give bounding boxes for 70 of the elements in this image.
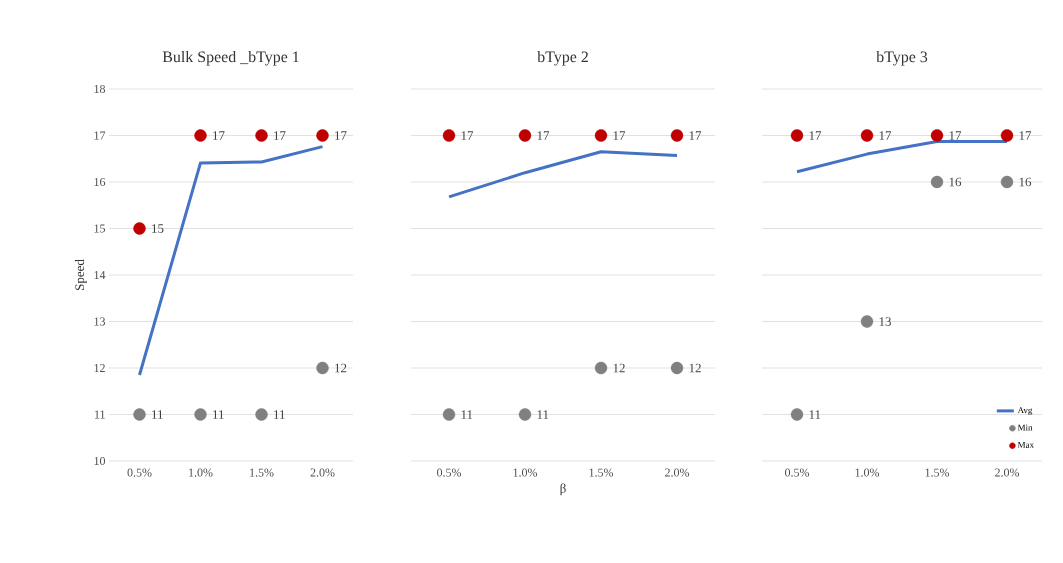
data-label: 17 <box>949 131 962 140</box>
y-tick-label: 10 <box>94 456 106 466</box>
y-tick-label: 16 <box>94 177 106 186</box>
point <box>790 129 804 142</box>
x-tick-label: 1.0% <box>513 468 538 477</box>
y-tick-label: 15 <box>94 224 106 233</box>
point <box>194 408 207 421</box>
data-label: 12 <box>335 363 347 373</box>
x-tick-label: 0.5% <box>437 468 462 477</box>
data-label: 11 <box>213 410 224 419</box>
data-label: 15 <box>152 224 164 233</box>
data-label: 17 <box>879 131 892 140</box>
chart-title: bType 2 <box>537 50 588 66</box>
x-axis-title: β <box>560 483 566 496</box>
point <box>255 408 268 421</box>
data-label: 17 <box>335 131 347 140</box>
point <box>1000 175 1014 189</box>
point <box>1000 129 1014 142</box>
data-label: 11 <box>461 410 473 419</box>
x-tick-label: 0.5% <box>785 468 810 477</box>
chart-title: Bulk Speed _bType 1 <box>162 50 299 66</box>
x-tick-label: 1.5% <box>589 468 614 477</box>
data-label: 17 <box>537 131 550 140</box>
y-tick-label: 11 <box>95 410 105 419</box>
point <box>860 315 874 328</box>
data-label: 12 <box>613 363 625 373</box>
legend-label: Avg <box>1017 407 1033 416</box>
x-tick-label: 2.0% <box>310 468 335 477</box>
x-tick-label: 1.5% <box>250 468 274 477</box>
point <box>133 222 146 235</box>
x-tick-label: 1.0% <box>189 468 213 477</box>
y-tick-label: 18 <box>94 84 106 94</box>
data-label: 12 <box>689 363 701 373</box>
data-label: 11 <box>809 410 821 419</box>
point <box>255 129 268 142</box>
x-tick-label: 1.5% <box>925 468 950 477</box>
point <box>930 175 944 189</box>
legend-label: Min <box>1017 424 1033 431</box>
y-tick-label: 12 <box>94 364 105 372</box>
y-tick-label: 14 <box>94 271 106 279</box>
data-label: 17 <box>809 131 822 140</box>
point <box>194 129 207 142</box>
line-series <box>138 145 325 377</box>
data-label: 17 <box>461 131 474 140</box>
data-label: 13 <box>879 317 891 326</box>
data-label: 17 <box>689 131 702 140</box>
data-label: 17 <box>1019 131 1032 140</box>
data-label: 17 <box>213 131 225 140</box>
legend-label: Max <box>1017 441 1034 448</box>
point <box>133 408 146 421</box>
data-label: 17 <box>274 131 286 140</box>
data-label: 17 <box>613 131 626 140</box>
x-tick-label: 2.0% <box>995 468 1020 477</box>
data-label: 16 <box>1019 177 1032 187</box>
data-label: 11 <box>537 410 549 419</box>
point <box>860 129 874 142</box>
point <box>930 129 944 142</box>
y-tick-label: 17 <box>94 131 106 140</box>
data-label: 11 <box>152 410 163 419</box>
data-label: 11 <box>274 410 285 419</box>
x-tick-label: 2.0% <box>665 468 690 477</box>
data-label: 16 <box>949 177 962 187</box>
y-axis-title: Speed <box>74 259 87 290</box>
chart-title: bType 3 <box>876 50 928 66</box>
y-tick-label: 13 <box>94 317 106 326</box>
point <box>316 361 329 375</box>
point <box>790 408 804 421</box>
x-tick-label: 0.5% <box>127 468 152 477</box>
point <box>316 129 329 142</box>
x-tick-label: 1.0% <box>855 468 880 477</box>
